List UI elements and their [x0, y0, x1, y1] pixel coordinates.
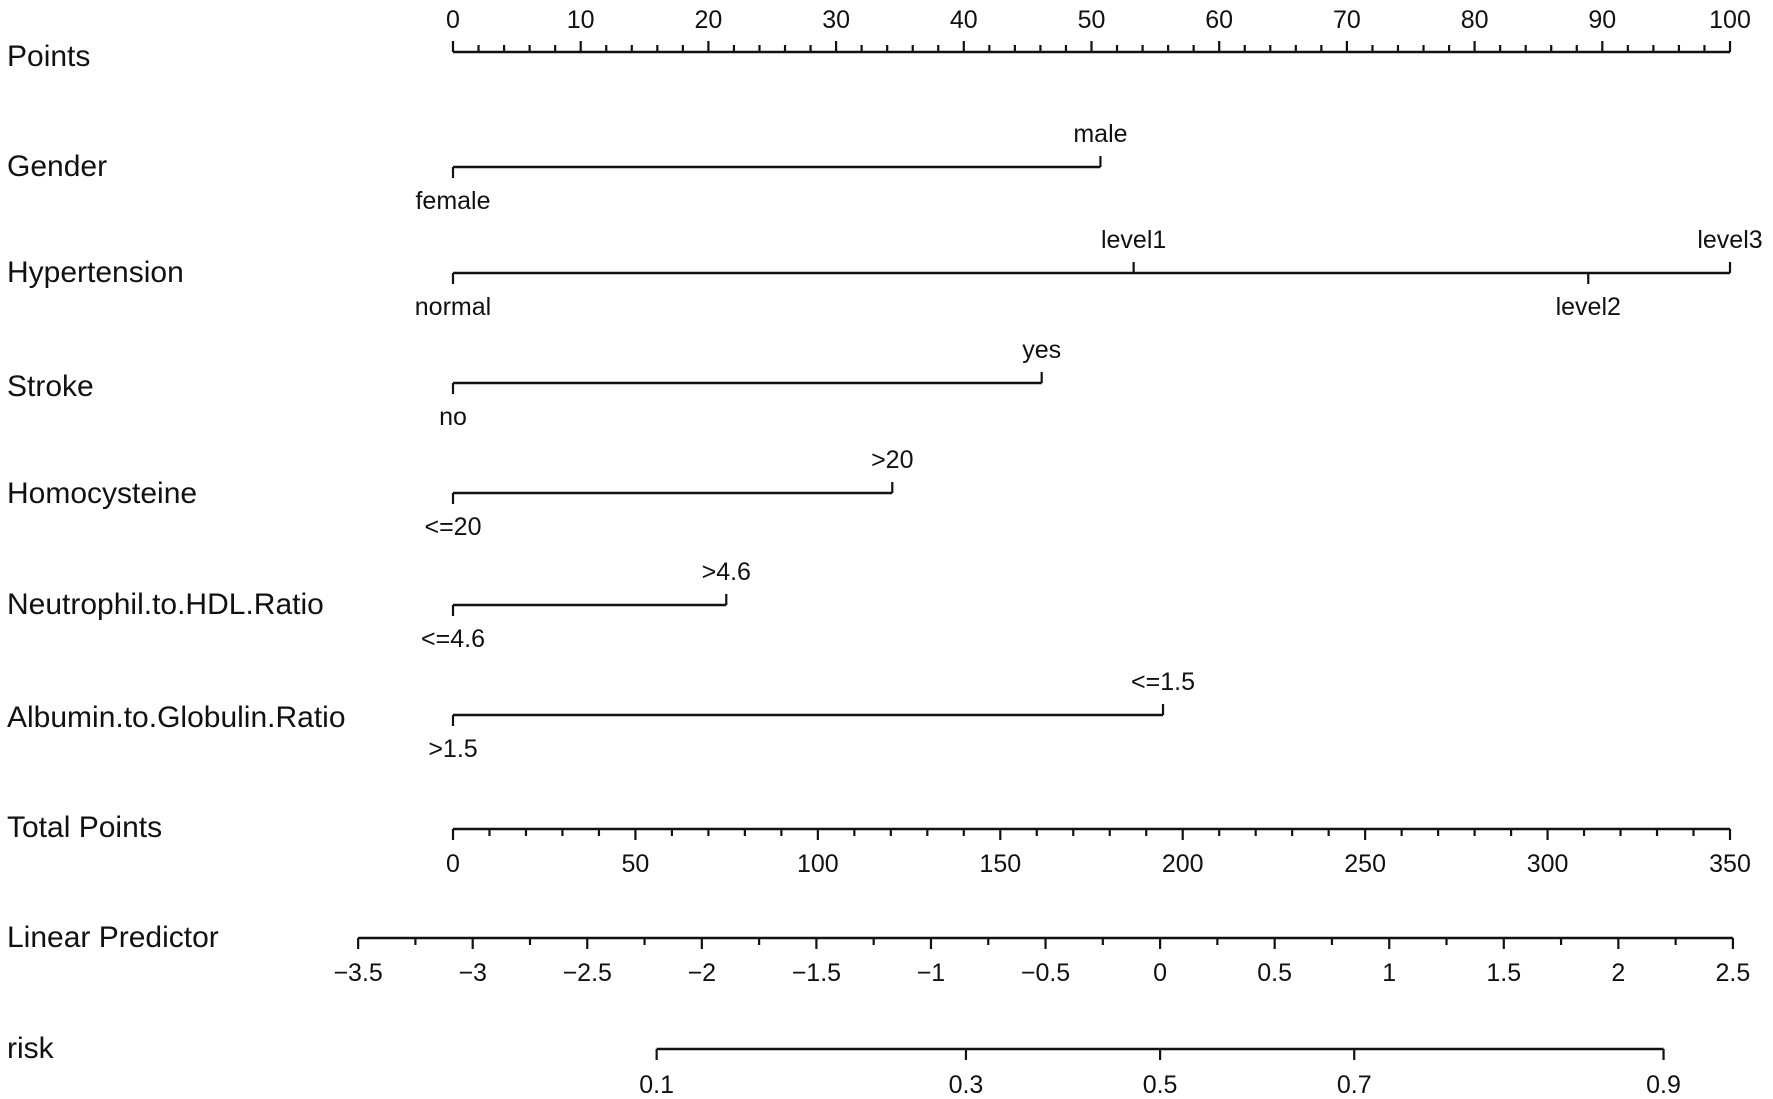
points-tick-label: 100 — [1709, 6, 1751, 34]
variable-level-label: male — [1073, 120, 1127, 148]
linear-predictor-tick-label: 1.5 — [1486, 959, 1521, 987]
total-points-label: Total Points — [7, 811, 162, 844]
variable-label: Neutrophil.to.HDL.Ratio — [7, 588, 324, 621]
total-points-tick-label: 300 — [1527, 850, 1569, 878]
linear-predictor-tick-label: 2.5 — [1716, 959, 1751, 987]
risk-tick-label: 0.7 — [1337, 1071, 1372, 1099]
variable-level-label: <=1.5 — [1131, 668, 1195, 696]
risk-tick-label: 0.9 — [1646, 1071, 1681, 1099]
linear-predictor-tick-label: −2.5 — [563, 959, 612, 987]
points-tick-label: 30 — [822, 6, 850, 34]
points-tick-label: 0 — [446, 6, 460, 34]
linear-predictor-tick-label: −1 — [917, 959, 946, 987]
linear-predictor-tick-label: 0.5 — [1257, 959, 1292, 987]
linear-predictor-label: Linear Predictor — [7, 921, 219, 954]
variable-level-label: no — [439, 403, 467, 431]
variable-level-label: <=4.6 — [421, 625, 485, 653]
total-points-tick-label: 0 — [446, 850, 460, 878]
variable-level-label: normal — [415, 293, 491, 321]
total-points-tick-label: 200 — [1162, 850, 1204, 878]
variable-label: Albumin.to.Globulin.Ratio — [7, 701, 346, 734]
points-tick-label: 20 — [694, 6, 722, 34]
variable-level-label: level1 — [1101, 226, 1166, 254]
variable-level-label: yes — [1022, 336, 1061, 364]
variable-label: Homocysteine — [7, 477, 197, 510]
variable-label: Gender — [7, 150, 107, 183]
linear-predictor-tick-label: −3 — [458, 959, 487, 987]
linear-predictor-tick-label: 1 — [1382, 959, 1396, 987]
points-tick-label: 40 — [950, 6, 978, 34]
points-tick-label: 50 — [1078, 6, 1106, 34]
variable-level-label: level2 — [1556, 293, 1621, 321]
total-points-tick-label: 350 — [1709, 850, 1751, 878]
points-tick-label: 80 — [1461, 6, 1489, 34]
variable-level-label: <=20 — [424, 513, 481, 541]
linear-predictor-tick-label: −0.5 — [1021, 959, 1070, 987]
risk-axis-label: risk — [7, 1032, 55, 1065]
risk-tick-label: 0.1 — [639, 1071, 674, 1099]
total-points-tick-label: 100 — [797, 850, 839, 878]
points-tick-label: 60 — [1205, 6, 1233, 34]
linear-predictor-tick-label: 2 — [1611, 959, 1625, 987]
total-points-tick-label: 50 — [622, 850, 650, 878]
linear-predictor-tick-label: −1.5 — [792, 959, 841, 987]
points-axis-label: Points — [7, 40, 90, 73]
variable-level-label: >1.5 — [428, 735, 477, 763]
points-tick-label: 90 — [1588, 6, 1616, 34]
linear-predictor-tick-label: −2 — [688, 959, 717, 987]
variable-label: Hypertension — [7, 256, 184, 289]
variable-level-label: female — [415, 187, 490, 215]
variable-level-label: >4.6 — [702, 558, 751, 586]
variable-level-label: >20 — [871, 446, 913, 474]
linear-predictor-tick-label: 0 — [1153, 959, 1167, 987]
risk-tick-label: 0.3 — [949, 1071, 984, 1099]
total-points-tick-label: 250 — [1344, 850, 1386, 878]
points-tick-label: 10 — [567, 6, 595, 34]
total-points-tick-label: 150 — [979, 850, 1021, 878]
points-tick-label: 70 — [1333, 6, 1361, 34]
linear-predictor-tick-label: −3.5 — [333, 959, 382, 987]
risk-tick-label: 0.5 — [1143, 1071, 1178, 1099]
variable-level-label: level3 — [1697, 226, 1762, 254]
variable-label: Stroke — [7, 370, 94, 403]
